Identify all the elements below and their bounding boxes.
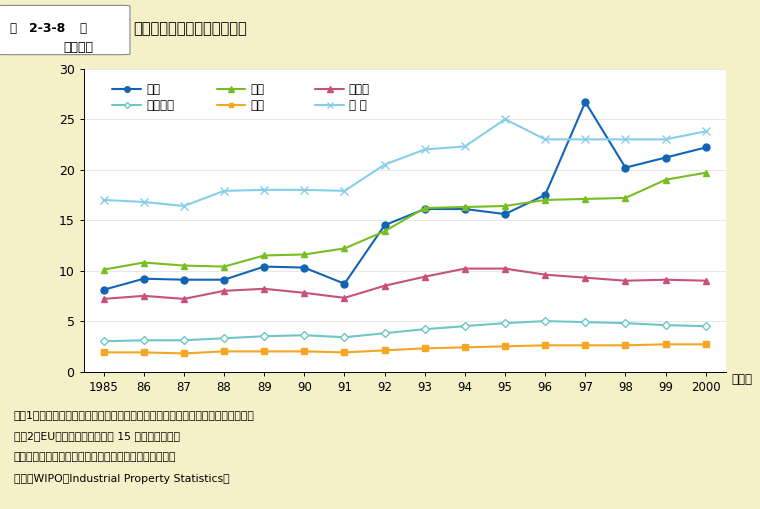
Text: （万件）: （万件） [64,41,93,53]
Text: 米国: 米国 [250,82,264,96]
Text: 英国: 英国 [250,99,264,112]
Text: フランス: フランス [146,99,174,112]
Text: 資料：特許庁「特許庁年報」、「特許行政年次報告書」: 資料：特許庁「特許庁年報」、「特許行政年次報告書」 [14,453,176,463]
Text: WIPO「Industrial Property Statistics」: WIPO「Industrial Property Statistics」 [14,474,230,484]
Text: 2-3-8: 2-3-8 [29,22,65,35]
Text: 図: 図 [80,22,87,35]
Text: 第: 第 [10,22,17,35]
Text: 日本: 日本 [146,82,160,96]
Text: Ｅ Ｕ: Ｅ Ｕ [349,99,366,112]
Text: 2．EUの数値は現在の加盟 15 か国の合計値。: 2．EUの数値は現在の加盟 15 か国の合計値。 [14,431,179,441]
Text: 主要国の特許登録件数の推移: 主要国の特許登録件数の推移 [133,21,247,36]
Text: ドイツ: ドイツ [349,82,370,96]
FancyBboxPatch shape [0,6,130,54]
Text: （年）: （年） [731,373,752,386]
Text: 注）1．特許権利者の国籍別に対自国及び対外国に登録がなされた件数の合計値。: 注）1．特許権利者の国籍別に対自国及び対外国に登録がなされた件数の合計値。 [14,410,255,420]
